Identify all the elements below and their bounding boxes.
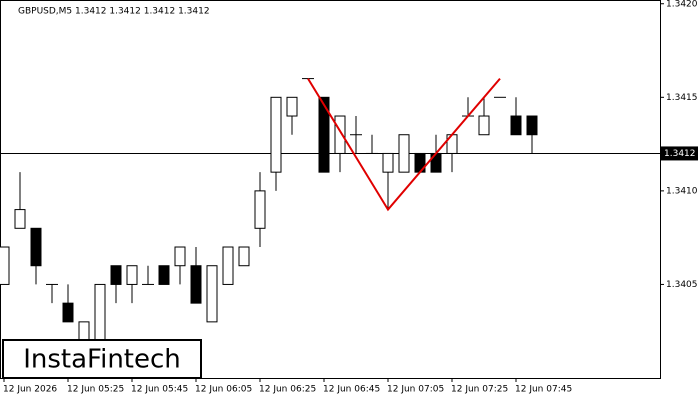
candle-body <box>286 96 298 117</box>
candle-body <box>382 152 394 173</box>
x-tick-label: 12 Jun 07:45 <box>515 385 572 395</box>
y-tick-label: 1.3410 <box>666 186 698 196</box>
candle-body <box>334 115 346 154</box>
chart-title: GBPUSD,M5 1.3412 1.3412 1.3412 1.3412 <box>18 7 210 17</box>
candle-body <box>78 321 90 342</box>
y-tick-label: 1.3415 <box>666 93 698 103</box>
candle-body <box>62 302 74 323</box>
candle-body <box>0 246 10 285</box>
candle-body <box>398 134 410 173</box>
x-tick-label: 12 Jun 07:05 <box>387 385 444 395</box>
candle-body <box>14 209 26 229</box>
candle-body <box>158 265 170 285</box>
x-tick-label: 12 Jun 07:25 <box>451 385 508 395</box>
x-tick-label: 12 Jun 06:05 <box>195 385 252 395</box>
candle-body <box>478 115 490 136</box>
y-tick-label: 1.3405 <box>666 280 698 290</box>
candle-body <box>318 96 330 173</box>
candle-body <box>174 246 186 267</box>
x-tick-label: 12 Jun 06:25 <box>259 385 316 395</box>
candle-body <box>110 265 122 285</box>
watermark-box <box>2 339 202 379</box>
watermark: InstaFintech <box>23 345 181 375</box>
x-tick-label: 12 Jun 05:45 <box>131 385 188 395</box>
pattern-line <box>307 77 501 212</box>
x-tick-label: 12 Jun 06:45 <box>323 385 380 395</box>
candle-body <box>254 190 266 229</box>
candle-body <box>222 246 234 285</box>
candle-body <box>190 265 202 304</box>
last-price-label: 1.3412 <box>664 149 696 159</box>
x-tick-label: 12 Jun 05:25 <box>67 385 124 395</box>
candle-body <box>270 96 282 173</box>
candle-body <box>206 265 218 323</box>
candle-body <box>510 115 522 136</box>
y-tick-label: 1.3420 <box>666 0 698 9</box>
candle-body <box>526 115 538 136</box>
candle-body <box>238 246 250 267</box>
candle-body <box>30 227 42 267</box>
plot-frame <box>0 0 661 379</box>
x-tick-label: 12 Jun 2026 <box>3 385 57 395</box>
candle-body <box>126 265 138 285</box>
last-price-box <box>660 146 698 161</box>
